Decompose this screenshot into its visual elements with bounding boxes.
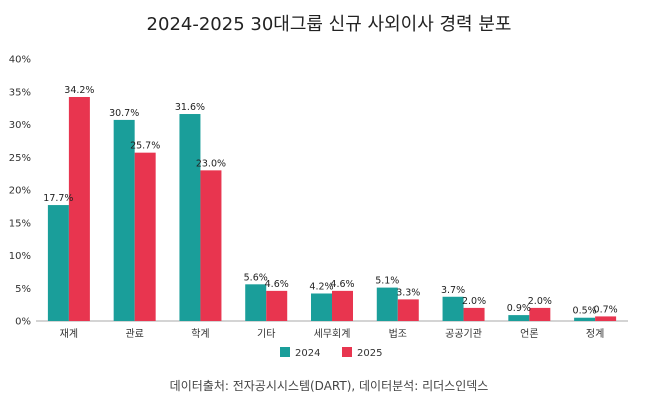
bar-2024 xyxy=(311,293,332,321)
bar-2024 xyxy=(47,205,69,321)
x-tick-label: 언론 xyxy=(520,328,538,340)
data-label: 0.9% xyxy=(507,303,531,314)
source-note: 데이터출처: 전자공시시스템(DART), 데이터분석: 리더스인덱스 xyxy=(170,379,489,393)
data-label: 0.5% xyxy=(573,306,597,317)
y-tick-label: 10% xyxy=(9,251,31,262)
x-tick-label: 세무회계 xyxy=(314,328,351,340)
bar-2024 xyxy=(376,287,398,321)
data-label: 5.6% xyxy=(244,272,268,283)
x-tick-label: 공공기관 xyxy=(445,328,482,340)
x-tick-label: 학계 xyxy=(191,328,209,340)
legend-swatch-2025 xyxy=(342,347,352,357)
data-label: 4.2% xyxy=(309,281,333,292)
bars xyxy=(47,96,617,322)
axes: 0% 5% 10% 15% 20% 25% 30% 35% 40% 재계 관료 학계 기타 세무회계 법조 공… xyxy=(9,55,628,340)
x-tick-label: 관료 xyxy=(125,328,143,340)
bar-2025 xyxy=(266,290,288,321)
bar-2025 xyxy=(463,307,485,321)
bar-2024 xyxy=(113,119,135,321)
x-tick-label: 법조 xyxy=(389,328,407,340)
data-label: 17.7% xyxy=(43,193,73,204)
data-label: 5.1% xyxy=(375,276,399,287)
bar-2025 xyxy=(529,307,551,321)
y-tick-label: 0% xyxy=(15,317,31,328)
bar-2025 xyxy=(397,299,419,321)
y-tick-label: 40% xyxy=(9,55,31,66)
bar-2024 xyxy=(179,114,201,322)
bar-2024 xyxy=(442,296,464,321)
data-label: 30.7% xyxy=(109,108,139,119)
x-tick-label: 기타 xyxy=(257,328,275,340)
legend-swatch-2024 xyxy=(280,347,290,357)
y-tick-label: 20% xyxy=(9,186,31,197)
y-tick-label: 25% xyxy=(9,153,31,164)
data-label: 23.0% xyxy=(196,158,226,169)
data-label: 3.7% xyxy=(441,285,465,296)
bar-2025 xyxy=(68,96,90,322)
y-tick-label: 30% xyxy=(9,120,31,131)
bar-2025 xyxy=(332,290,353,321)
data-label: 31.6% xyxy=(175,102,205,113)
data-label: 0.7% xyxy=(594,304,618,315)
data-label: 2.0% xyxy=(528,296,552,307)
bar-2024 xyxy=(574,317,596,321)
legend-label: 2025 xyxy=(357,348,382,359)
data-label: 2.0% xyxy=(462,296,486,307)
bar-2025 xyxy=(200,170,222,321)
bar-2025 xyxy=(595,316,617,321)
x-tick-label: 재계 xyxy=(60,328,78,340)
bar-2024 xyxy=(245,284,267,321)
data-label: 25.7% xyxy=(130,141,160,152)
y-tick-label: 5% xyxy=(15,284,31,295)
data-label: 4.6% xyxy=(330,279,354,290)
legend: 2024 2025 xyxy=(280,347,382,359)
y-tick-label: 35% xyxy=(9,87,31,98)
x-tick-label: 정계 xyxy=(586,328,604,340)
chart-title: 2024-2025 30대그룹 신규 사외이사 경력 분포 xyxy=(147,14,512,35)
bar-2025 xyxy=(134,152,156,321)
data-label: 4.6% xyxy=(265,279,289,290)
data-label: 34.2% xyxy=(64,85,94,96)
legend-label: 2024 xyxy=(295,348,320,359)
y-tick-label: 15% xyxy=(9,218,31,229)
data-labels: 17.7%34.2%30.7%25.7%31.6%23.0%5.6%4.6% 4.… xyxy=(43,85,617,317)
bar-2024 xyxy=(508,315,530,321)
data-label: 3.3% xyxy=(396,287,420,298)
